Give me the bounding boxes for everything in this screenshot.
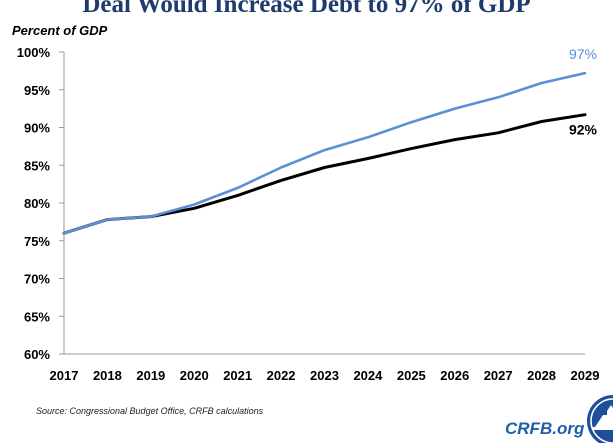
x-tick-label: 2024 (353, 368, 383, 383)
x-tick-label: 2028 (527, 368, 556, 383)
y-tick-label: 80% (24, 196, 50, 211)
x-tick-label: 2029 (571, 368, 600, 383)
x-tick-label: 2017 (50, 368, 79, 383)
x-tick-label: 2019 (136, 368, 165, 383)
series-line-deal (62, 71, 587, 235)
y-axis-title: Percent of GDP (12, 23, 108, 38)
y-tick-label: 65% (24, 309, 50, 324)
x-tick-label: 2027 (484, 368, 513, 383)
x-tick-label: 2018 (93, 368, 122, 383)
source-note: Source: Congressional Budget Office, CRF… (36, 406, 264, 416)
x-tick-label: 2023 (310, 368, 339, 383)
y-tick-label: 60% (24, 347, 50, 362)
y-tick-label: 70% (24, 272, 50, 287)
capitol-seal-icon (587, 395, 613, 443)
x-tick-label: 2021 (223, 368, 252, 383)
series-line-baseline (62, 113, 587, 235)
x-tick-label: 2020 (180, 368, 209, 383)
chart-title: Deal Would Increase Debt to 97% of GDP (82, 0, 531, 18)
y-tick-label: 75% (24, 234, 50, 249)
brand-label: CRFB.org (505, 419, 585, 438)
y-tick-label: 85% (24, 158, 50, 173)
y-tick-label: 100% (17, 45, 51, 60)
end-label-deal: 97% (569, 46, 597, 62)
y-tick-label: 90% (24, 121, 50, 136)
y-tick-label: 95% (24, 83, 50, 98)
x-tick-label: 2025 (397, 368, 426, 383)
x-tick-label: 2026 (440, 368, 469, 383)
x-tick-label: 2022 (267, 368, 296, 383)
end-label-baseline: 92% (569, 122, 598, 138)
